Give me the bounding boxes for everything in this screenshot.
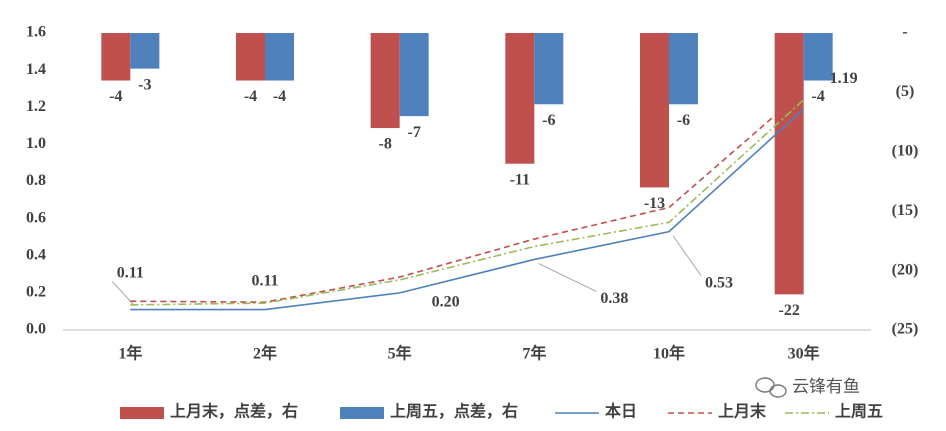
y2-tick-label: (15)	[892, 202, 919, 219]
x-tick-label: 7年	[522, 344, 546, 363]
bar	[101, 33, 131, 81]
bar-label: -6	[677, 112, 690, 129]
line-label: 1.19	[830, 70, 858, 87]
x-tick-label: 30年	[788, 344, 820, 363]
bar-label: -7	[408, 124, 421, 141]
legend-label: 上月末	[718, 402, 767, 421]
line	[130, 108, 805, 311]
y-tick-label: 1.4	[26, 61, 46, 78]
watermark-icon	[755, 377, 787, 398]
y-tick-label: 1.6	[26, 24, 46, 41]
leader-line	[672, 235, 702, 276]
x-tick-label: 2年	[253, 344, 277, 363]
legend-label: 上周五，点差，右	[390, 402, 518, 421]
y2-tick-label: (5)	[896, 83, 915, 100]
legend-label: 上周五	[835, 403, 883, 421]
bar	[399, 33, 429, 117]
bar-label: -11	[510, 171, 530, 188]
bar	[505, 33, 535, 164]
x-tick-label: 5年	[388, 344, 412, 363]
bar	[370, 33, 400, 129]
bar	[640, 33, 669, 188]
bar	[669, 33, 698, 105]
bar-label: -3	[138, 76, 151, 93]
bar	[534, 33, 564, 105]
line-label: 0.38	[600, 290, 628, 307]
bar-label: -4	[273, 88, 286, 105]
y-tick-label: 1.2	[26, 98, 46, 115]
line-label: 0.20	[432, 294, 460, 311]
x-tick-label: 1年	[118, 344, 142, 363]
legend-label: 上月末，点差，右	[170, 402, 298, 421]
bar-label: -22	[779, 302, 800, 319]
leader-line	[538, 263, 597, 292]
y-tick-label: 0.4	[26, 246, 46, 263]
y2-tick-label: (25)	[892, 321, 919, 338]
y2-tick-label: (10)	[892, 142, 919, 159]
bar-label: -8	[379, 136, 392, 153]
line	[130, 99, 805, 306]
bar	[803, 33, 833, 81]
bar-label: -13	[644, 195, 665, 212]
bar	[265, 33, 294, 81]
x-tick-label: 10年	[653, 344, 685, 363]
legend-label: 本日	[605, 402, 637, 421]
y-tick-label: 0.2	[26, 284, 46, 301]
y-tick-label: 0.0	[26, 321, 46, 338]
line-label: 0.11	[117, 264, 144, 281]
y2-tick-label: (20)	[892, 261, 919, 278]
line-label: 0.11	[251, 272, 278, 289]
bar	[130, 33, 160, 69]
y2-tick-label: -	[902, 24, 907, 41]
bar	[774, 33, 804, 295]
y-tick-label: 0.6	[26, 209, 46, 226]
bar-label: -6	[542, 112, 555, 129]
bar-label: -4	[244, 88, 257, 105]
bar-label: -4	[109, 88, 122, 105]
bar-label: -4	[812, 88, 825, 105]
legend-swatch	[340, 407, 384, 419]
line	[130, 89, 805, 303]
line-label: 0.53	[705, 274, 733, 291]
legend-swatch	[120, 407, 164, 419]
y-tick-label: 1.0	[26, 135, 46, 152]
bar	[236, 33, 265, 81]
watermark: 云锋有鱼	[792, 377, 860, 397]
y-tick-label: 0.8	[26, 172, 46, 189]
